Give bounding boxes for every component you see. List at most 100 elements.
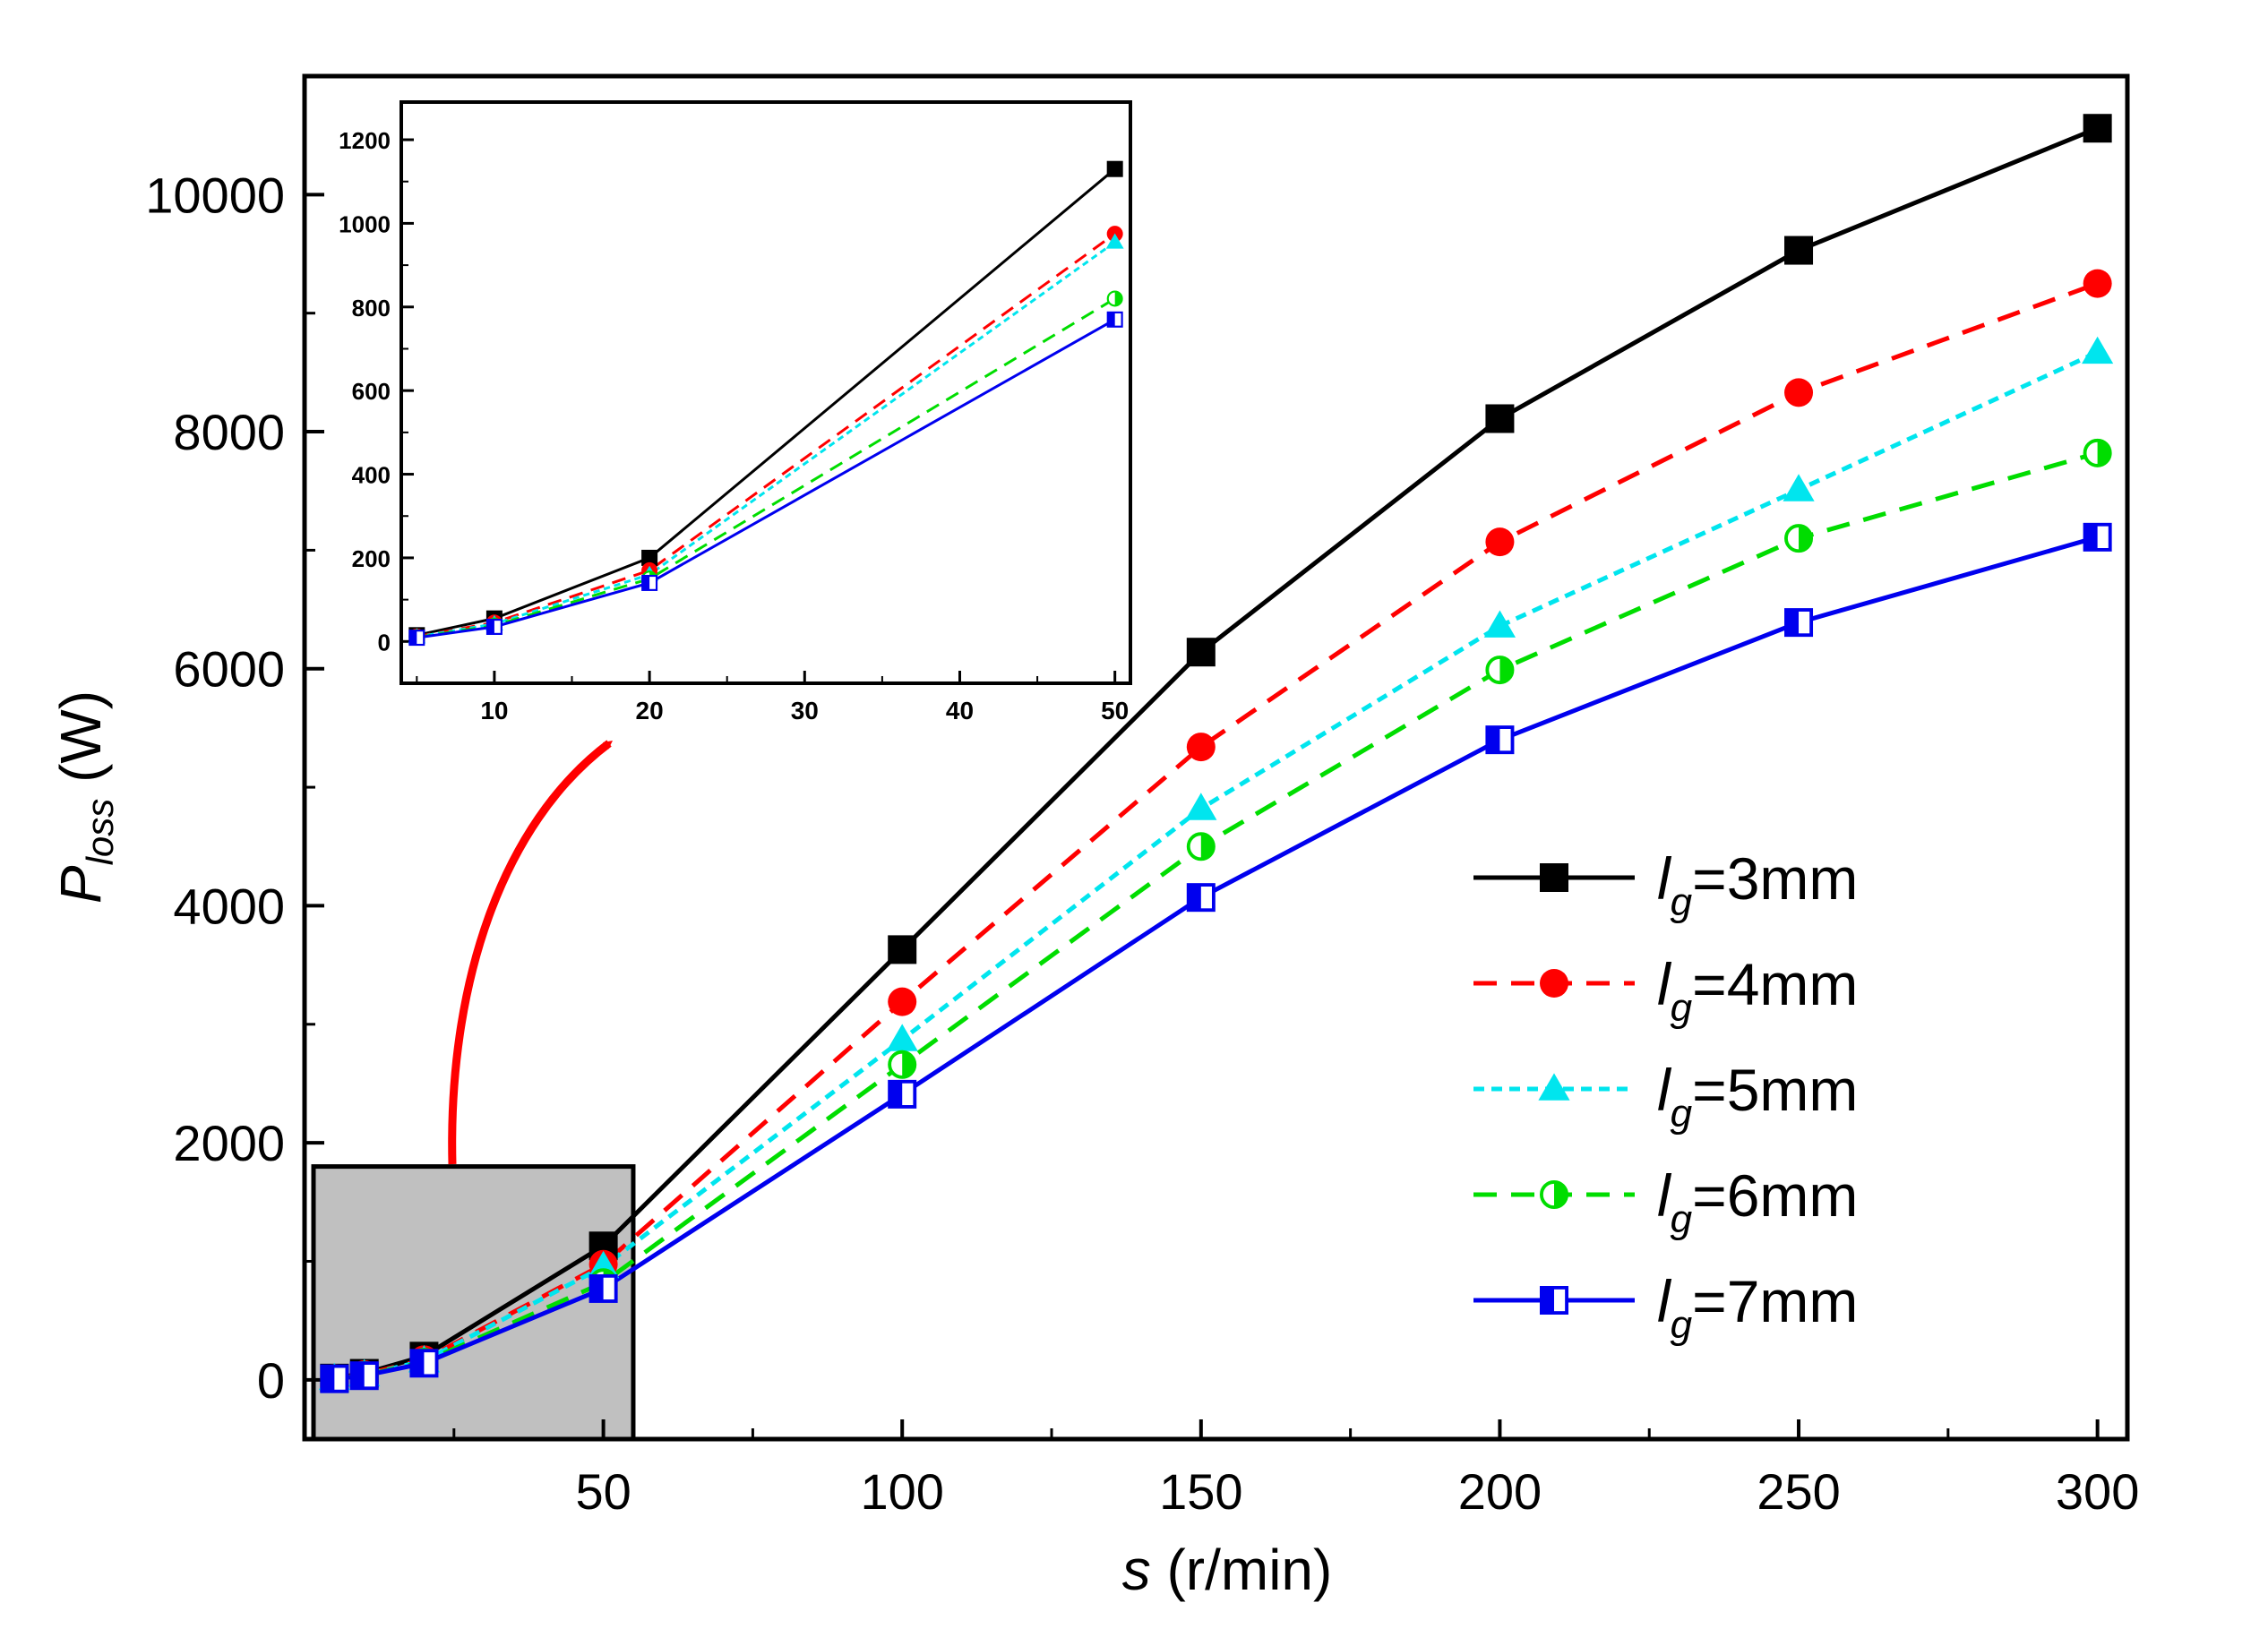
inset-frame — [399, 100, 1132, 685]
x-tick-label: 250 — [1757, 1463, 1840, 1520]
inset-data-point-lg=3mm — [641, 549, 658, 566]
inset-y-tick-labels: 0 200 400 600 800 1000 1200 — [339, 127, 391, 656]
x-tick-label: 200 — [1458, 1463, 1542, 1520]
data-point-lg=3mm — [1186, 638, 1216, 667]
x-tick-labels: 50 100 150 200 250 300 — [575, 1463, 2139, 1520]
y-axis-title-variable: P — [48, 865, 113, 904]
data-point-lg=6mm — [888, 1050, 917, 1079]
data-point-lg=4mm — [1784, 378, 1814, 407]
data-point-lg=4mm — [1186, 733, 1216, 762]
inset-series-line-lg=6mm — [417, 297, 1116, 639]
inset-x-tick-label: 50 — [1101, 697, 1129, 724]
inset-series-lines — [417, 167, 1116, 639]
data-point-lg=4mm — [1485, 527, 1515, 557]
inset-series-line-lg=4mm — [417, 232, 1116, 639]
x-axis-title: s (r/min) — [1122, 1538, 1333, 1602]
data-point-lg=7mm — [588, 1273, 618, 1303]
data-point-lg=7mm — [1186, 883, 1216, 913]
data-point-lg=3mm — [888, 935, 917, 964]
x-tick-label: 100 — [860, 1463, 943, 1520]
x-axis-title-variable: s — [1122, 1538, 1151, 1602]
data-point-lg=7mm — [349, 1361, 379, 1391]
y-tick-label: 10000 — [145, 167, 285, 223]
inset-data-point-lg=5mm — [1105, 233, 1124, 249]
y-tick-label: 2000 — [173, 1115, 285, 1171]
data-point-lg=5mm — [1783, 474, 1815, 501]
legend-marker — [1540, 969, 1568, 998]
data-point-lg=7mm — [2083, 522, 2112, 552]
inset-x-tick-label: 40 — [946, 697, 974, 724]
inset-data-point-lg=3mm — [1106, 160, 1123, 177]
y-axis-title: Ploss (W) — [48, 690, 121, 904]
x-tick-label: 300 — [2056, 1463, 2139, 1520]
data-point-lg=3mm — [2083, 114, 2112, 143]
legend-marker — [1540, 863, 1568, 892]
inset-y-tick-label: 800 — [352, 295, 391, 321]
inset-data-point-lg=6mm — [1106, 290, 1123, 307]
inset-y-tick-label: 600 — [352, 378, 391, 405]
y-axis-title-unit: (W) — [48, 690, 113, 799]
x-tick-label: 150 — [1159, 1463, 1242, 1520]
data-point-lg=7mm — [1784, 608, 1814, 638]
inset-series-line-lg=3mm — [417, 167, 1116, 637]
inset-y-tick-label: 200 — [352, 545, 391, 572]
legend-marker — [1540, 1180, 1569, 1210]
inset-x-tick-labels: 10 20 30 40 50 — [480, 697, 1129, 724]
data-point-lg=7mm — [320, 1364, 349, 1393]
data-point-lg=7mm — [409, 1349, 439, 1378]
inset-x-tick-label: 20 — [636, 697, 664, 724]
zoom-arrow — [448, 740, 613, 1165]
data-point-lg=5mm — [1483, 610, 1516, 638]
main-plot-frame — [302, 73, 2130, 1442]
y-tick-labels: 0 2000 4000 6000 8000 10000 — [145, 167, 285, 1408]
zoom-region-box — [311, 1164, 636, 1442]
inset-x-tick-label: 10 — [480, 697, 508, 724]
data-point-lg=7mm — [888, 1079, 917, 1109]
data-point-lg=5mm — [1185, 793, 1217, 820]
inset-y-tick-label: 1200 — [339, 127, 391, 154]
data-point-lg=6mm — [1186, 832, 1216, 861]
inset-data-point-lg=7mm — [485, 618, 503, 635]
inset-y-tick-label: 400 — [352, 462, 391, 489]
inset-background — [401, 102, 1130, 683]
main-series-markers — [318, 114, 2114, 1393]
legend-item-lg=5mm: lg=5mm — [1473, 1057, 1858, 1136]
inset-series-line-lg=5mm — [417, 241, 1116, 639]
inset-data-point-lg=7mm — [641, 574, 658, 591]
data-point-lg=7mm — [1485, 725, 1515, 755]
legend-label: lg=3mm — [1657, 845, 1858, 924]
data-point-lg=5mm — [886, 1024, 918, 1051]
y-tick-label: 4000 — [173, 878, 285, 934]
x-tick-label: 50 — [575, 1463, 631, 1520]
y-tick-label: 0 — [257, 1352, 285, 1409]
data-point-lg=6mm — [2083, 438, 2112, 467]
inset-y-tick-label: 0 — [378, 629, 391, 656]
legend-label: lg=7mm — [1657, 1268, 1858, 1347]
inset-data-point-lg=7mm — [1106, 311, 1123, 328]
legend-marker — [1540, 1286, 1569, 1316]
y-tick-label: 8000 — [173, 404, 285, 460]
inset-series-line-lg=7mm — [417, 318, 1116, 639]
legend-item-lg=7mm: lg=7mm — [1473, 1268, 1858, 1347]
data-point-lg=3mm — [1485, 404, 1515, 433]
inset-y-tick-label: 1000 — [339, 210, 391, 237]
legend-label: lg=6mm — [1657, 1162, 1858, 1241]
inset-data-point-lg=7mm — [408, 630, 425, 647]
inset-x-tick-label: 30 — [791, 697, 819, 724]
inset-series-markers — [408, 160, 1124, 647]
data-point-lg=6mm — [1784, 524, 1814, 553]
y-axis-title-subscript: loss — [79, 799, 121, 866]
legend-item-lg=3mm: lg=3mm — [1473, 845, 1858, 924]
data-point-lg=6mm — [1485, 656, 1515, 685]
data-point-lg=4mm — [888, 987, 917, 1016]
legend-label: lg=4mm — [1657, 951, 1858, 1030]
data-point-lg=3mm — [1784, 236, 1814, 265]
legend-item-lg=6mm: lg=6mm — [1473, 1162, 1858, 1241]
legend: lg=3mm lg=4mm lg=5mm lg=6mm lg=7mm — [1473, 845, 1858, 1347]
x-axis-title-unit: (r/min) — [1151, 1538, 1333, 1602]
data-point-lg=4mm — [2083, 269, 2112, 298]
inset-plot: 10 20 30 40 50 0 200 400 600 800 1000 1200 — [339, 100, 1132, 724]
data-point-lg=5mm — [2082, 336, 2114, 364]
